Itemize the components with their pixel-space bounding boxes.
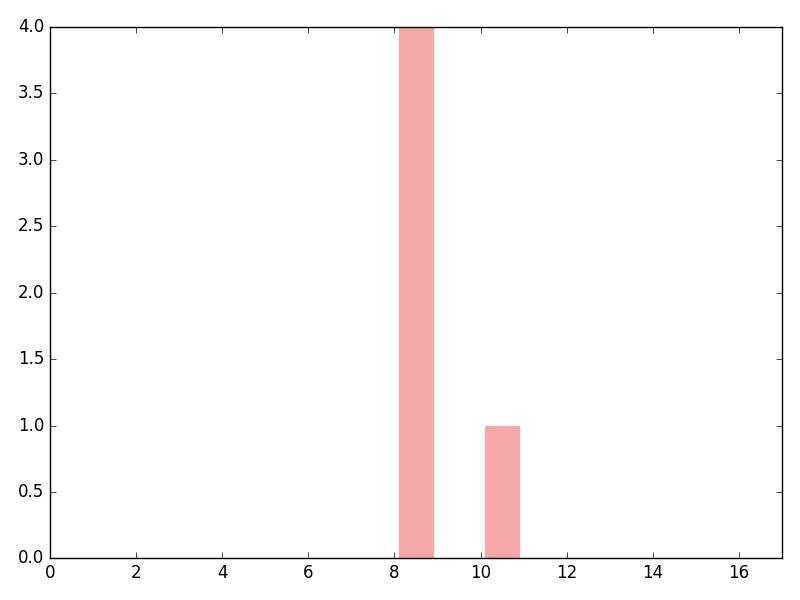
Bar (485, 425, 519, 559)
Bar (398, 27, 433, 559)
